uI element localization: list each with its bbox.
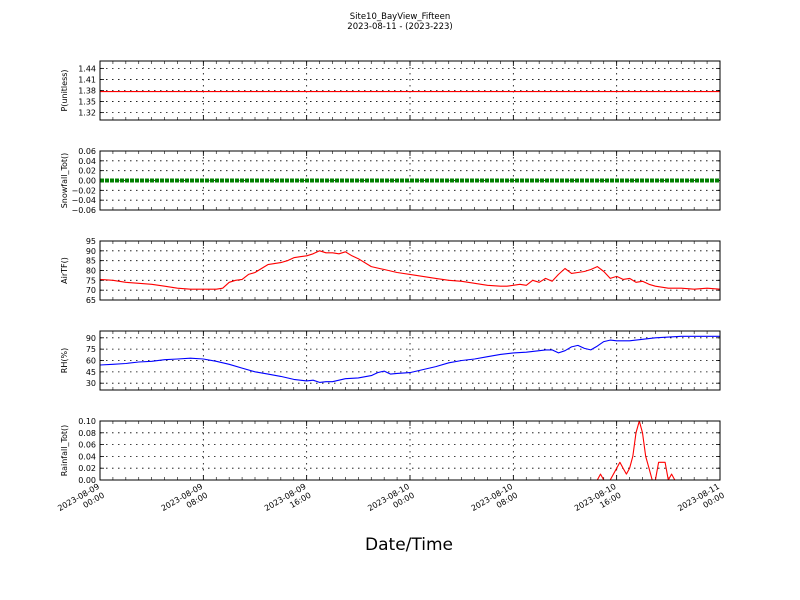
y-axis-label: RH(%): [60, 348, 69, 373]
y-ticks: 90 75 60 45 30: [86, 334, 720, 388]
axes-frame: [99, 240, 721, 301]
y-tick-label: −0.04: [71, 196, 96, 205]
y-ticks: 0.10 0.08 0.06 0.04 0.02 0.00: [78, 417, 720, 485]
y-tick-label: 45: [86, 368, 96, 377]
y-tick-label: 90: [86, 247, 96, 256]
figure-title-line2: 2023-08-11 - (2023-223): [347, 22, 452, 32]
y-tick-label: 0.02: [78, 464, 96, 473]
y-ticks: 1.44 1.41 1.38 1.35 1.32: [78, 64, 720, 118]
y-tick-label: 85: [86, 257, 96, 266]
y-tick-label: 0.06: [78, 147, 96, 156]
panel-1: 1.44 1.41 1.38 1.35 1.32 P(unitless): [60, 60, 721, 121]
panel-5: 0.10 0.08 0.06 0.04 0.02 0.00 Rainfall_Tot(): [60, 417, 721, 485]
axes-frame: [99, 420, 721, 481]
y-tick-label: 65: [86, 296, 96, 305]
y-tick-label: 0.00: [78, 177, 96, 186]
y-tick-label: 75: [86, 345, 96, 354]
y-tick-label: 0.06: [78, 441, 96, 450]
y-tick-label: 0.04: [78, 452, 96, 461]
y-tick-label: 0.04: [78, 157, 96, 166]
y-tick-label: 30: [86, 379, 96, 388]
y-tick-label: 75: [86, 276, 96, 285]
x-minor-ticks: [99, 151, 721, 210]
y-tick-label: 0.02: [78, 167, 96, 176]
grid: [100, 61, 720, 120]
x-minor-ticks: [99, 331, 721, 390]
y-tick-label: 0.00: [78, 476, 96, 485]
axes-frame: [99, 150, 721, 211]
y-tick-label: 90: [86, 334, 96, 343]
y-axis-label: Rainfall_Tot(): [60, 425, 69, 477]
series-line: [99, 250, 721, 290]
grid: [100, 331, 720, 390]
panel-4: 90 75 60 45 30 RH(%): [60, 330, 721, 391]
y-tick-label: 95: [86, 237, 96, 246]
y-tick-label: 1.32: [78, 109, 96, 118]
x-minor-ticks: [99, 61, 721, 120]
y-tick-label: 0.08: [78, 429, 96, 438]
series-line: [99, 335, 720, 383]
figure-title-line1: Site10_BayView_Fifteen: [350, 12, 451, 22]
y-axis-label: AirTF(): [60, 257, 69, 284]
y-tick-label: −0.06: [71, 206, 96, 215]
grid: [100, 421, 720, 480]
axes-frame: [99, 330, 721, 391]
panel-2: 0.060.040.020.00−0.02−0.04−0.06Snowfall_…: [60, 147, 721, 215]
series-line: [100, 420, 720, 481]
x-axis-label: Date/Time: [365, 535, 453, 555]
y-axis-label: P(unitless): [60, 69, 69, 111]
panels: 1.441.411.381.351.32P(unitless)0.060.040…: [60, 60, 721, 485]
y-axis-label: Snowfall_Tot(): [60, 153, 69, 209]
y-tick-label: 1.38: [78, 87, 96, 96]
y-tick-label: 0.10: [78, 417, 96, 426]
y-tick-label: 1.35: [78, 98, 96, 107]
x-minor-ticks: [99, 241, 721, 300]
grid: [100, 241, 720, 300]
y-tick-label: 70: [86, 286, 96, 295]
y-tick-label: 1.41: [78, 75, 96, 84]
axes-frame: [99, 60, 721, 121]
y-tick-label: 80: [86, 267, 96, 276]
y-tick-label: −0.02: [71, 186, 96, 195]
y-tick-label: 1.44: [78, 64, 96, 73]
x-minor-ticks: [99, 421, 721, 480]
y-tick-label: 60: [86, 357, 96, 366]
